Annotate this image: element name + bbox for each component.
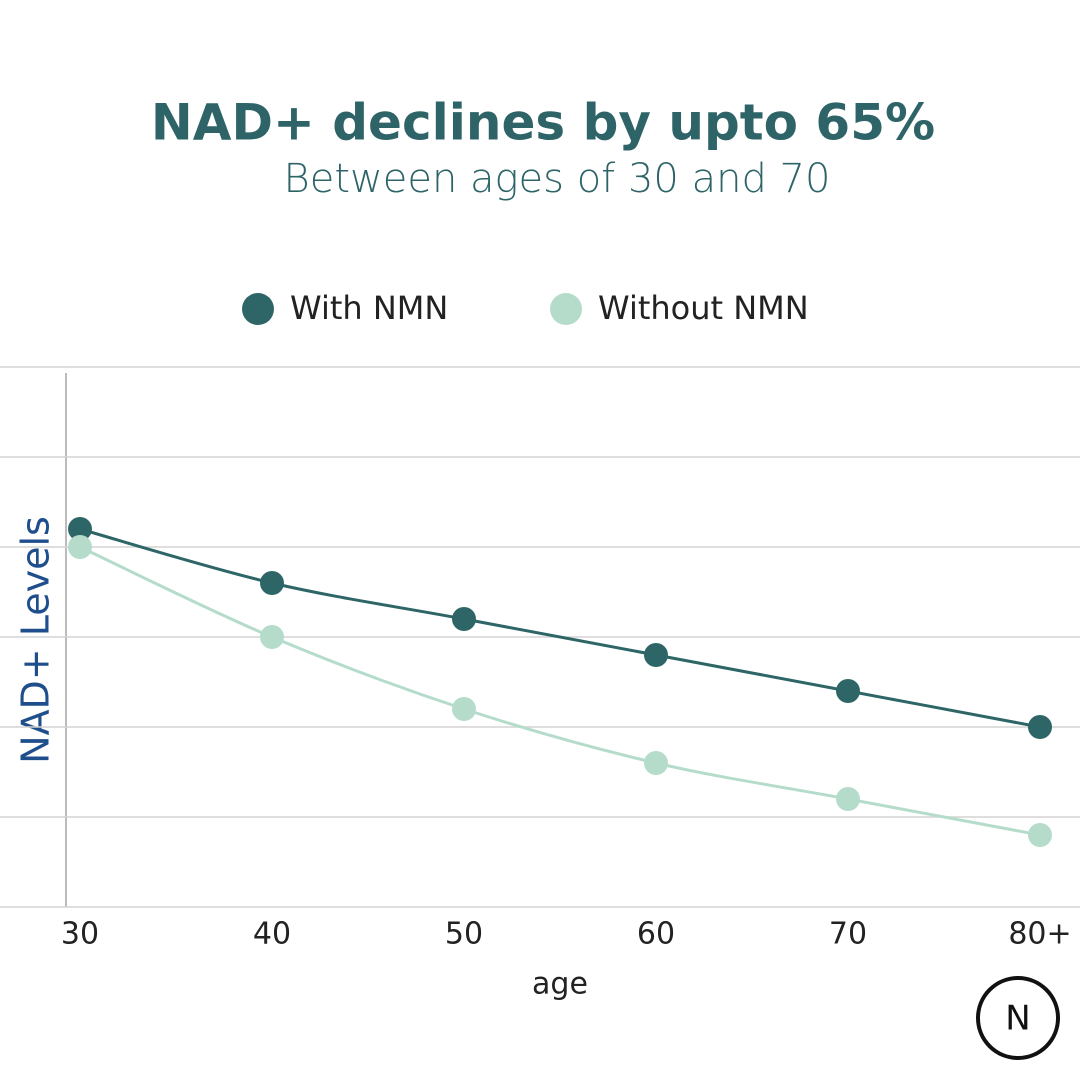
x-tick-label: 80+ xyxy=(1008,917,1071,952)
x-tick-label: 50 xyxy=(445,917,483,952)
x-tick-label: 40 xyxy=(253,917,291,952)
y-axis-label: NAD+ Levels xyxy=(14,516,58,764)
data-point xyxy=(260,571,284,595)
data-point xyxy=(452,607,476,631)
data-point xyxy=(1028,715,1052,739)
data-point xyxy=(836,679,860,703)
data-point xyxy=(68,535,92,559)
x-tick-label: 70 xyxy=(829,917,867,952)
data-point xyxy=(644,643,668,667)
logo: N xyxy=(1005,999,1030,1039)
data-point xyxy=(1028,823,1052,847)
chart-title: NAD+ declines by upto 65% xyxy=(151,94,935,152)
legend-label: With NMN xyxy=(290,289,448,327)
data-point xyxy=(644,751,668,775)
data-point xyxy=(452,697,476,721)
data-point xyxy=(836,787,860,811)
data-point xyxy=(260,625,284,649)
series-line xyxy=(79,545,1041,837)
x-tick-label: 30 xyxy=(61,917,99,952)
legend-marker xyxy=(242,293,274,325)
legend-marker xyxy=(550,293,582,325)
series-line xyxy=(79,527,1041,729)
legend-label: Without NMN xyxy=(598,289,809,327)
x-tick-label: 60 xyxy=(637,917,675,952)
data-point xyxy=(68,517,92,541)
chart-subtitle: Between ages of 30 and 70 xyxy=(284,156,831,202)
logo-circle xyxy=(976,976,1060,1060)
x-axis-label: age xyxy=(532,967,588,1002)
